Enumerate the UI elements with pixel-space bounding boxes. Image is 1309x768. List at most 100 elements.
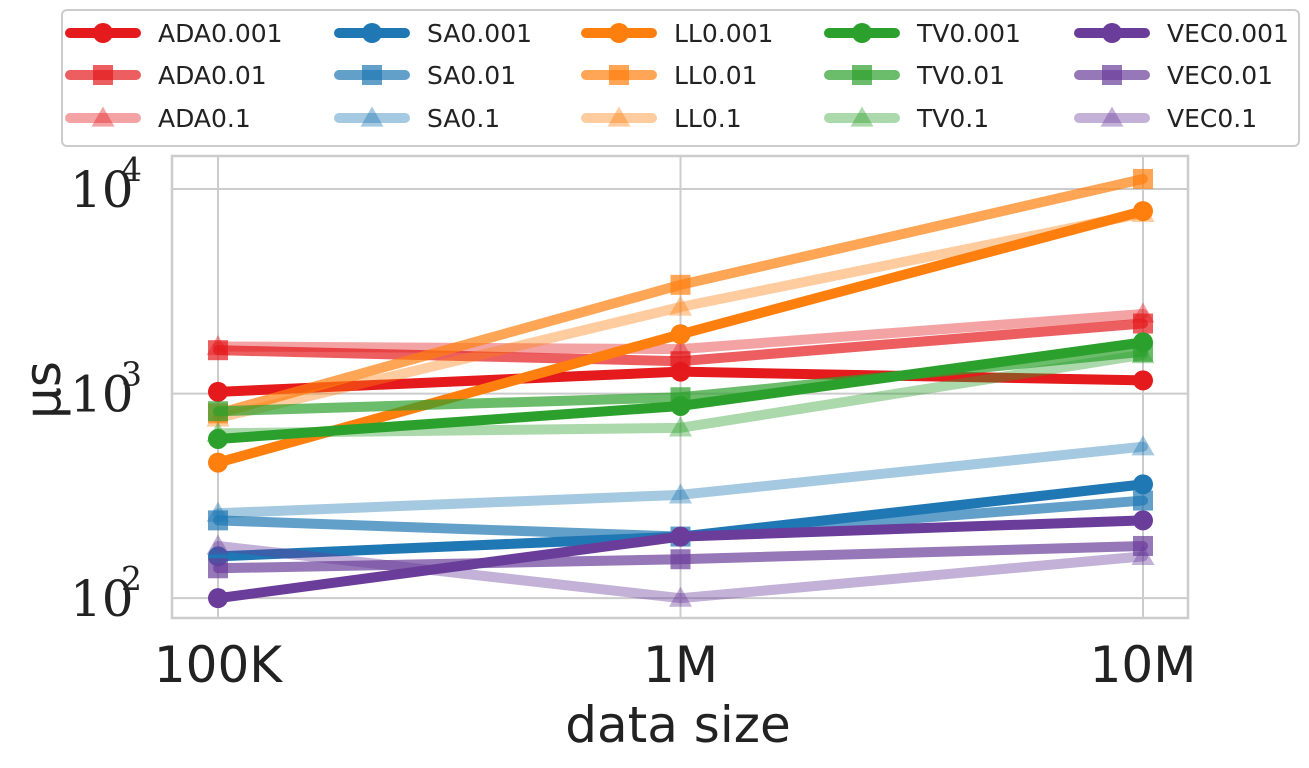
data-point	[1133, 313, 1153, 334]
legend-item: VEC0.01	[1074, 61, 1273, 90]
legend-marker	[362, 65, 382, 85]
series-line	[213, 540, 1148, 604]
legend-marker	[91, 106, 115, 127]
series-line	[213, 208, 1148, 423]
data-point	[669, 337, 692, 358]
legend-item: LL0.001	[581, 19, 773, 48]
data-point	[208, 428, 228, 449]
data-point	[206, 501, 230, 522]
legend-marker	[852, 65, 872, 85]
legend-marker	[607, 106, 631, 127]
legend-label: ADA0.001	[158, 19, 283, 48]
data-point	[206, 421, 230, 442]
legend-marker	[362, 23, 382, 43]
x-tick-label: 10M	[1090, 636, 1197, 694]
legend-marker	[1102, 65, 1122, 85]
legend-item: SA0.01	[334, 61, 516, 90]
data-point	[670, 274, 691, 295]
data-point	[208, 340, 228, 361]
legend-label: LL0.1	[674, 104, 742, 133]
data-point	[208, 381, 228, 402]
legend-label: TV0.1	[916, 104, 989, 133]
y-tick-base: 10	[70, 161, 134, 219]
legend-item: LL0.1	[581, 104, 742, 133]
legend-label: SA0.1	[427, 104, 500, 133]
legend-marker	[850, 106, 874, 127]
legend-label: TV0.001	[916, 19, 1021, 48]
legend-item: SA0.1	[334, 104, 500, 133]
y-tick-label: 102	[70, 559, 142, 628]
series-ADA0.01	[208, 313, 1153, 372]
series-line	[213, 349, 1148, 439]
data-point	[206, 334, 230, 356]
legend-marker	[852, 23, 872, 43]
x-tick-label: 1M	[643, 636, 718, 694]
data-point	[670, 387, 691, 408]
data-point	[1133, 535, 1153, 556]
legend-item: ADA0.01	[65, 61, 267, 90]
y-tick-exponent: 2	[121, 559, 142, 598]
series-ADA0.1	[206, 302, 1155, 358]
series-TV0.01	[208, 341, 1153, 422]
series-TV0.1	[206, 343, 1155, 442]
data-point	[208, 558, 228, 579]
legend-item: TV0.01	[824, 61, 1005, 90]
plot-frame	[170, 154, 1190, 620]
y-tick-exponent: 3	[121, 355, 142, 394]
y-axis-label: µs	[14, 361, 72, 419]
legend-label: ADA0.1	[158, 104, 251, 133]
data-point	[208, 452, 228, 473]
legend-label: VEC0.001	[1167, 19, 1289, 48]
legend-label: SA0.001	[427, 19, 532, 48]
legend-marker	[1100, 106, 1124, 127]
legend-label: LL0.01	[674, 61, 758, 90]
series-line	[213, 308, 1148, 355]
legend-marker	[360, 106, 384, 127]
data-point	[208, 510, 228, 531]
legend-label: ADA0.01	[158, 61, 267, 90]
legend: ADA0.001 ADA0.01 ADA0.1 SA0.001 SA0.01 SA0.1 L…	[61, 9, 1300, 147]
data-point	[670, 324, 691, 345]
data-point	[670, 549, 691, 570]
data-point	[206, 534, 230, 555]
data-point	[208, 588, 228, 609]
legend-label: TV0.01	[916, 61, 1005, 90]
series-SA0.1	[206, 435, 1155, 522]
data-point	[1131, 302, 1155, 323]
x-tick-labels: 100K 1M 10M	[154, 636, 1197, 694]
y-tick-exponent: 4	[121, 150, 142, 189]
data-point	[669, 586, 692, 607]
legend-item: ADA0.001	[65, 19, 283, 48]
data-point	[1133, 370, 1153, 391]
legend-marker	[93, 23, 113, 43]
series-LL0.1	[206, 201, 1155, 427]
legend-item: TV0.1	[824, 104, 989, 133]
series-LL0.001	[208, 201, 1153, 473]
data-point	[670, 351, 691, 372]
x-tick-label: 100K	[154, 636, 283, 694]
y-tick-label: 104	[70, 150, 142, 219]
data-point	[1131, 201, 1155, 223]
data-point	[669, 295, 692, 316]
legend-label: SA0.01	[427, 61, 516, 90]
legend-label: LL0.001	[674, 19, 773, 48]
series-VEC0.01	[208, 535, 1153, 579]
legend-item: VEC0.001	[1074, 19, 1289, 48]
series-line	[213, 441, 1148, 519]
data-point	[1133, 341, 1153, 362]
data-point	[1133, 490, 1153, 511]
data-point	[1131, 435, 1155, 456]
data-point	[208, 401, 228, 422]
legend-item: SA0.001	[334, 19, 532, 48]
series-VEC0.001	[208, 510, 1153, 609]
data-point	[669, 483, 692, 504]
data-point	[1133, 201, 1153, 222]
data-point	[670, 526, 691, 547]
series-ADA0.001	[208, 361, 1153, 402]
legend-item: ADA0.1	[65, 104, 251, 133]
legend-item: VEC0.1	[1074, 104, 1257, 133]
legend-item: TV0.001	[824, 19, 1021, 48]
y-tick-base: 10	[70, 570, 134, 628]
